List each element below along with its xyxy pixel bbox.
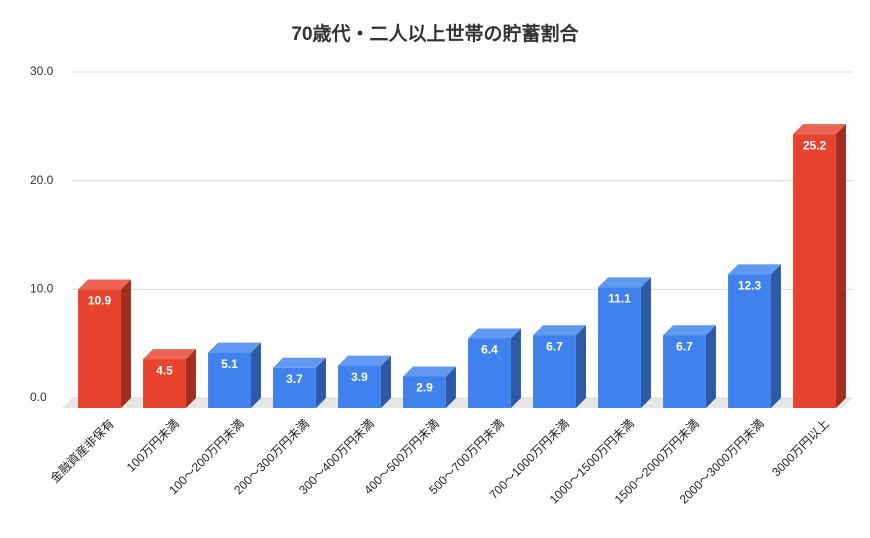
bar — [78, 289, 121, 408]
bar-top — [728, 264, 781, 275]
value-label: 4.5 — [156, 363, 173, 377]
bar — [598, 287, 641, 408]
bar-side — [705, 325, 716, 408]
value-label: 11.1 — [608, 292, 631, 306]
value-label: 6.7 — [546, 339, 563, 353]
bar-top — [663, 325, 716, 336]
bar-side — [380, 355, 391, 408]
bar-top-shade — [468, 328, 521, 339]
bar-top-shade — [143, 349, 196, 360]
bar-side-shade — [315, 357, 326, 408]
bar-side-shade — [120, 279, 131, 408]
bar-side-shade — [445, 366, 456, 408]
bar-top-shade — [338, 355, 391, 366]
bar-top-shade — [78, 279, 131, 290]
x-tick-label: 3000万円以上 — [769, 416, 832, 479]
chart-title: 70歳代・二人以上世帯の貯蓄割合 — [291, 22, 579, 45]
value-label: 3.9 — [351, 370, 368, 384]
bar-side-shade — [185, 349, 196, 408]
x-tick-label: 100万円未満 — [124, 416, 182, 474]
bar-side-shade — [640, 277, 651, 408]
bar-top-shade — [793, 124, 846, 135]
bar — [143, 359, 186, 408]
bar-top-shade — [403, 366, 456, 377]
floor — [62, 398, 852, 408]
bar-top — [468, 328, 521, 339]
bar-top — [533, 325, 586, 336]
bar-side-shade — [770, 264, 781, 408]
bar-side — [770, 264, 781, 408]
bar-side-shade — [380, 355, 391, 408]
bar-side-shade — [705, 325, 716, 408]
bar — [663, 335, 706, 408]
bar — [728, 274, 771, 408]
bar-side-shade — [250, 342, 261, 408]
value-label: 12.3 — [738, 279, 762, 293]
bar-side — [185, 349, 196, 408]
y-tick-label: 0.0 — [30, 390, 47, 404]
bar-side — [640, 277, 651, 408]
y-tick-label: 10.0 — [30, 282, 54, 296]
bar — [208, 352, 251, 408]
value-label: 10.9 — [88, 294, 112, 308]
bar-top-shade — [598, 277, 651, 288]
bar — [338, 365, 381, 408]
bar-top-shade — [273, 357, 326, 368]
bar-side-shade — [510, 328, 521, 408]
bar-top — [338, 355, 391, 366]
bar-side — [575, 325, 586, 408]
bar — [533, 335, 576, 408]
bar-top-shade — [533, 325, 586, 336]
bar-top — [403, 366, 456, 377]
bar-top — [598, 277, 651, 288]
bar-side-shade — [835, 124, 846, 408]
bar — [273, 367, 316, 408]
x-tick-label: 金融資産非保有 — [47, 416, 117, 486]
value-label: 2.9 — [416, 381, 433, 395]
bar-side — [510, 328, 521, 408]
bar-top — [78, 279, 131, 290]
y-tick-label: 30.0 — [30, 64, 54, 78]
bar — [403, 376, 446, 408]
bar-side — [120, 279, 131, 408]
value-label: 6.4 — [481, 343, 498, 357]
bar-top — [273, 357, 326, 368]
bar-top — [143, 349, 196, 360]
value-label: 5.1 — [221, 357, 238, 371]
bar-side-shade — [575, 325, 586, 408]
bar — [468, 338, 511, 408]
bar-top — [208, 342, 261, 353]
value-label: 3.7 — [286, 372, 303, 386]
bar-top-shade — [663, 325, 716, 336]
bar-side — [315, 357, 326, 408]
bar-side — [835, 124, 846, 408]
bar-side — [250, 342, 261, 408]
bar — [793, 134, 836, 408]
bar-top — [793, 124, 846, 135]
bar-side — [445, 366, 456, 408]
value-label: 25.2 — [803, 138, 827, 152]
bar-top-shade — [728, 264, 781, 275]
bar-top-shade — [208, 342, 261, 353]
y-tick-label: 20.0 — [30, 173, 54, 187]
value-label: 6.7 — [676, 339, 693, 353]
